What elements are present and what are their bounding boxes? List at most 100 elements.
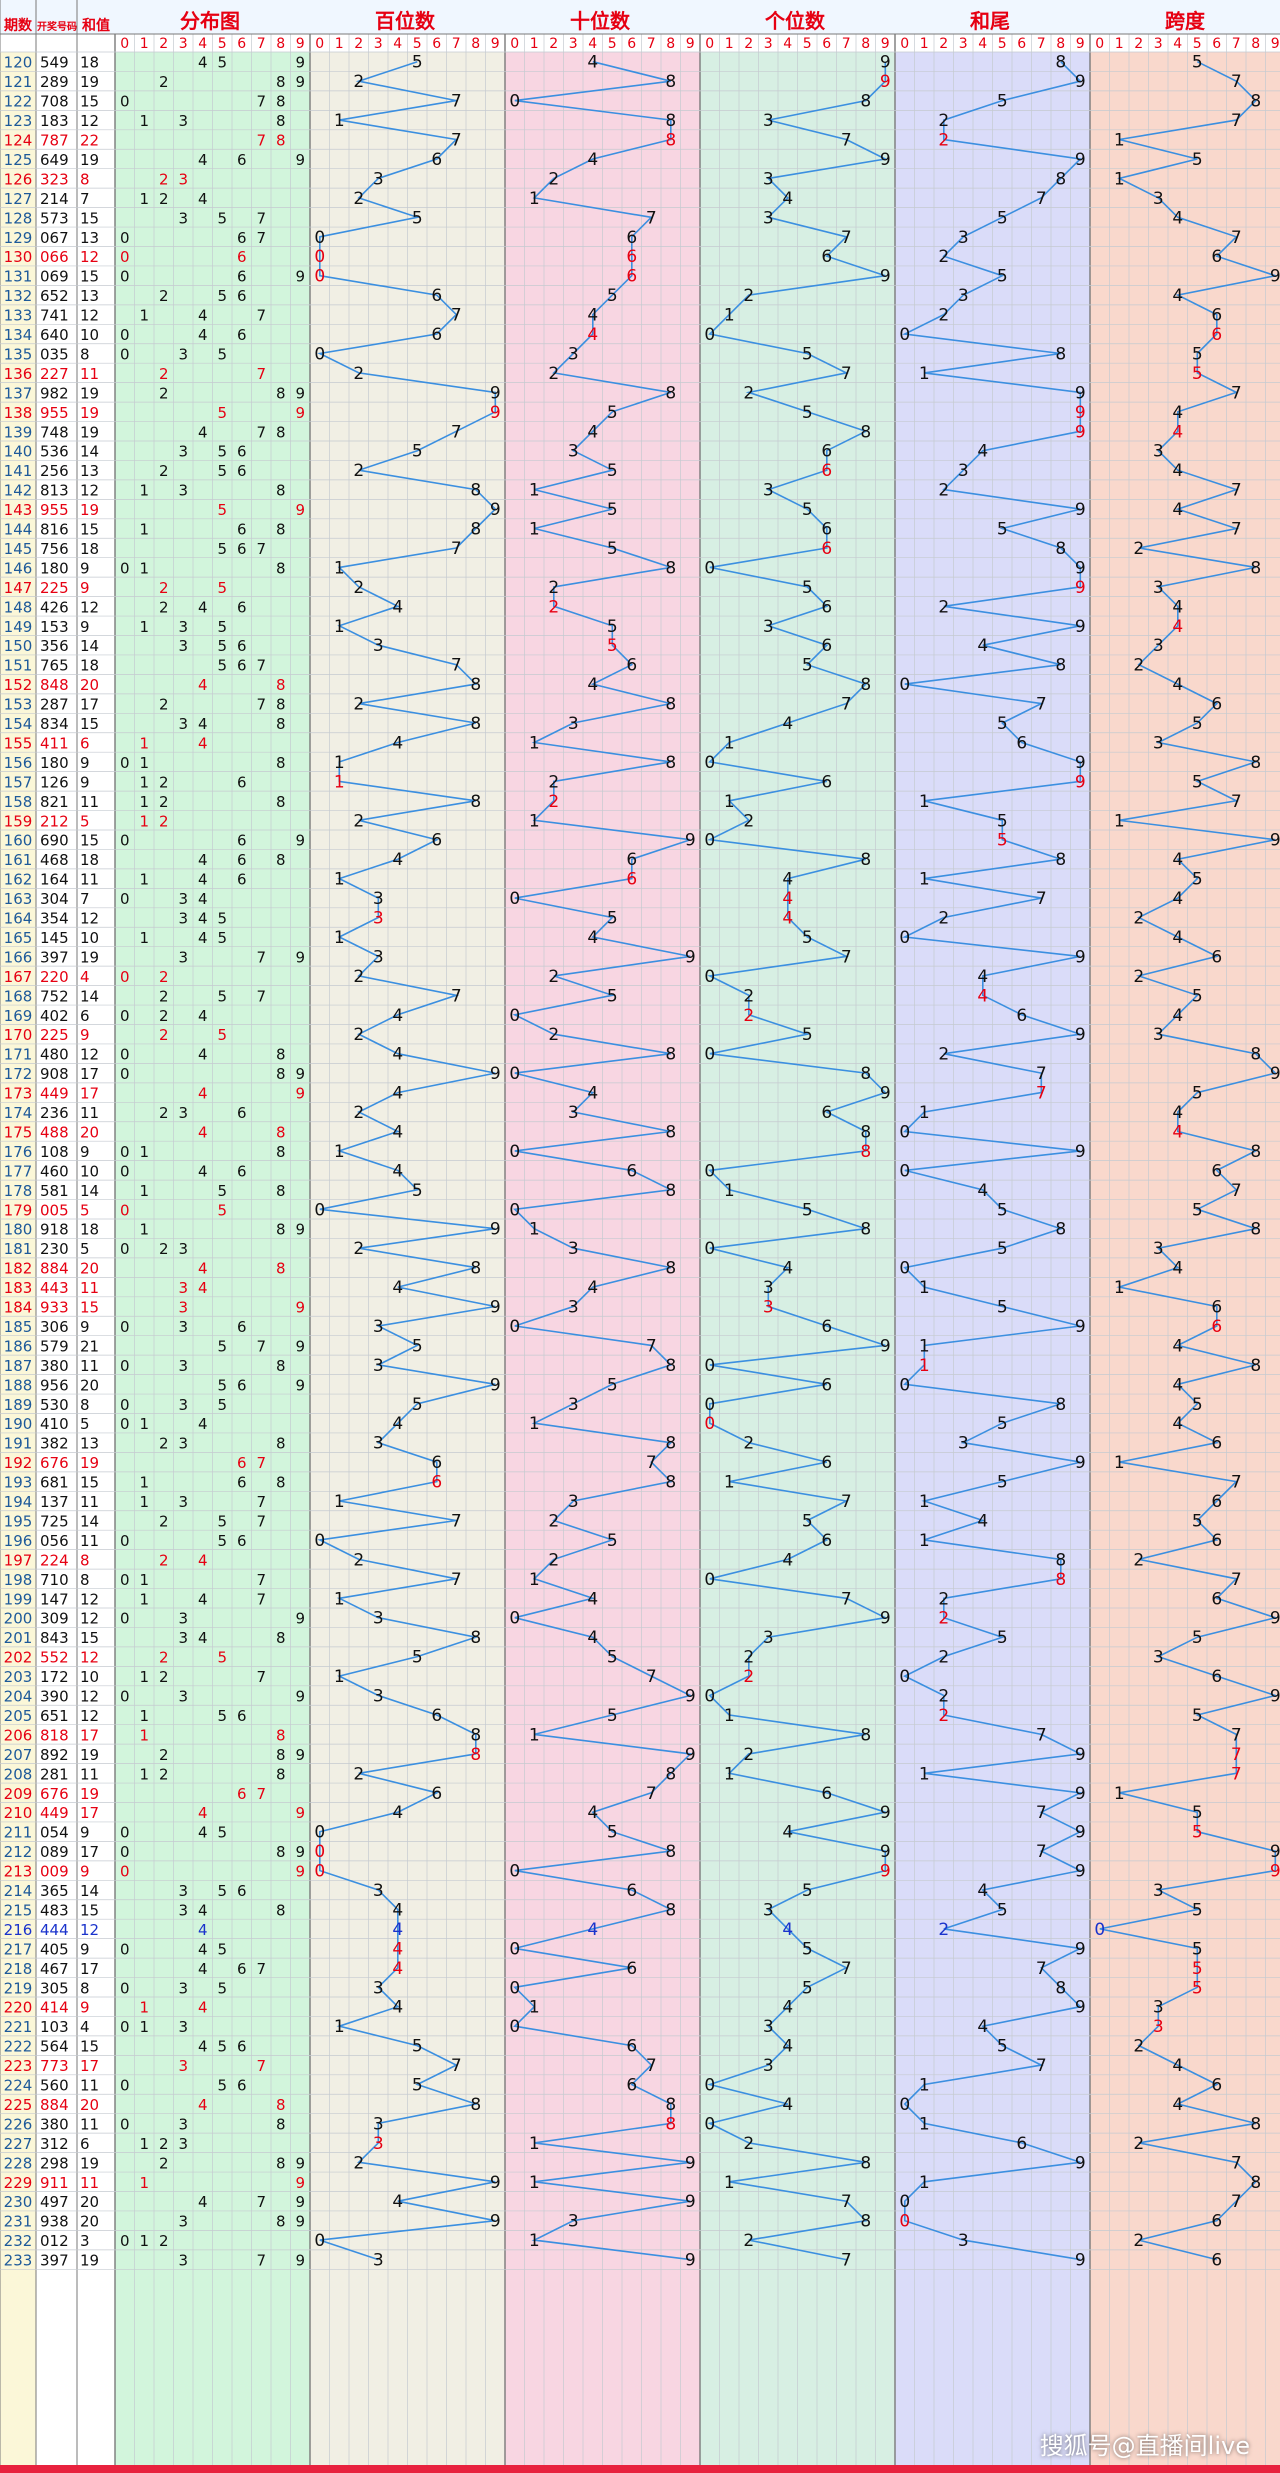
- period-number: 160: [4, 832, 33, 850]
- tens-digit: 9: [685, 831, 696, 851]
- units-digit: 2: [743, 1648, 754, 1668]
- span-digit: 4: [1172, 403, 1183, 423]
- sum-tail-digit: 5: [997, 92, 1008, 112]
- hundreds-digit: 8: [470, 520, 481, 540]
- distribution-mark: 8: [276, 1123, 286, 1141]
- sum-tail-digit: 5: [997, 2037, 1008, 2057]
- distribution-mark: 5: [217, 1182, 227, 1200]
- tens-digit: 5: [607, 403, 618, 423]
- distribution-mark: 2: [159, 773, 169, 791]
- units-digit: 6: [821, 1531, 832, 1551]
- tens-digit: 8: [665, 1434, 676, 1454]
- distribution-mark: 0: [120, 93, 130, 111]
- distribution-mark: 2: [159, 1435, 169, 1453]
- sum-tail-digit: 8: [1055, 1570, 1066, 1590]
- distribution-mark: 1: [139, 559, 149, 577]
- distribution-mark: 8: [276, 482, 286, 500]
- sum-value: 15: [80, 521, 99, 539]
- digit-header-label: 3: [569, 36, 578, 52]
- distribution-mark: 4: [198, 734, 208, 752]
- period-number: 120: [4, 54, 33, 72]
- distribution-mark: 5: [217, 209, 227, 227]
- hundreds-digit: 3: [373, 2134, 384, 2154]
- draw-number: 982: [40, 384, 69, 402]
- period-number: 164: [4, 910, 33, 928]
- tens-digit: 5: [607, 986, 618, 1006]
- sum-tail-digit: 2: [938, 247, 949, 267]
- distribution-mark: 3: [178, 1610, 188, 1628]
- period-number: 145: [4, 540, 33, 558]
- span-digit: 3: [1153, 442, 1164, 462]
- draw-number: 752: [40, 987, 69, 1005]
- hundreds-digit: 9: [490, 1064, 501, 1084]
- digit-header-label: 3: [1154, 36, 1163, 52]
- sum-tail-digit: 1: [919, 1764, 930, 1784]
- period-number: 143: [4, 501, 33, 519]
- digit-header-label: 4: [1173, 36, 1182, 52]
- units-digit: 3: [763, 111, 774, 131]
- distribution-mark: 9: [295, 832, 305, 850]
- distribution-mark: 1: [139, 793, 149, 811]
- hundreds-digit: 9: [490, 383, 501, 403]
- distribution-mark: 9: [295, 1337, 305, 1355]
- draw-number: 748: [40, 423, 69, 441]
- distribution-mark: 4: [198, 1551, 208, 1569]
- hundreds-digit: 1: [334, 1492, 345, 1512]
- tens-digit: 3: [568, 714, 579, 734]
- digit-header-label: 8: [861, 36, 870, 52]
- distribution-mark: 2: [159, 1026, 169, 1044]
- tens-digit: 0: [509, 1939, 520, 1959]
- distribution-mark: 3: [178, 1318, 188, 1336]
- tens-digit: 3: [568, 1103, 579, 1123]
- distribution-mark: 8: [276, 1474, 286, 1492]
- hundreds-digit: 1: [334, 1589, 345, 1609]
- sum-tail-digit: 8: [1055, 344, 1066, 364]
- sum-tail-digit: 2: [938, 1920, 949, 1940]
- distribution-mark: 1: [139, 929, 149, 947]
- hundreds-digit: 9: [490, 1375, 501, 1395]
- period-number: 162: [4, 871, 33, 889]
- tens-digit: 8: [665, 72, 676, 92]
- hundreds-digit: 3: [373, 1978, 384, 1998]
- distribution-mark: 5: [217, 1707, 227, 1725]
- sum-tail-digit: 9: [1075, 558, 1086, 578]
- sum-value: 9: [80, 1999, 90, 2017]
- sum-tail-digit: 2: [938, 1045, 949, 1065]
- units-digit: 4: [782, 909, 793, 929]
- sum-value: 9: [80, 1863, 90, 1881]
- sum-tail-digit: 0: [899, 1375, 910, 1395]
- span-digit: 7: [1231, 1764, 1242, 1784]
- tens-digit: 8: [665, 2114, 676, 2134]
- sum-tail-digit: 5: [997, 1473, 1008, 1493]
- hundreds-digit: 4: [392, 1084, 403, 1104]
- sum-tail-digit: 9: [1075, 1025, 1086, 1045]
- tens-digit: 6: [626, 656, 637, 676]
- hundreds-digit: 5: [412, 1395, 423, 1415]
- draw-number: 892: [40, 1746, 69, 1764]
- period-number: 199: [4, 1590, 33, 1608]
- units-digit: 3: [763, 481, 774, 501]
- sum-tail-digit: 1: [919, 1531, 930, 1551]
- hundreds-digit: 5: [412, 208, 423, 228]
- tens-digit: 8: [665, 2095, 676, 2115]
- draw-number: 787: [40, 132, 69, 150]
- hundreds-digit: 6: [431, 1706, 442, 1726]
- distribution-mark: 0: [120, 890, 130, 908]
- distribution-mark: 9: [295, 1746, 305, 1764]
- sum-tail-digit: 3: [958, 228, 969, 248]
- span-digit: 4: [1172, 2095, 1183, 2115]
- period-number: 222: [4, 2038, 33, 2056]
- distribution-mark: 8: [276, 1901, 286, 1919]
- span-digit: 2: [1133, 909, 1144, 929]
- distribution-mark: 4: [198, 871, 208, 889]
- distribution-mark: 2: [159, 1551, 169, 1569]
- hundreds-digit: 1: [334, 1667, 345, 1687]
- sum-tail-digit: 4: [977, 1881, 988, 1901]
- distribution-mark: 4: [198, 1999, 208, 2017]
- sum-tail-digit: 0: [899, 2192, 910, 2212]
- units-digit: 8: [860, 422, 871, 442]
- draw-number: 652: [40, 287, 69, 305]
- span-digit: 6: [1211, 1298, 1222, 1318]
- sum-tail-digit: 8: [1055, 850, 1066, 870]
- sum-value: 15: [80, 209, 99, 227]
